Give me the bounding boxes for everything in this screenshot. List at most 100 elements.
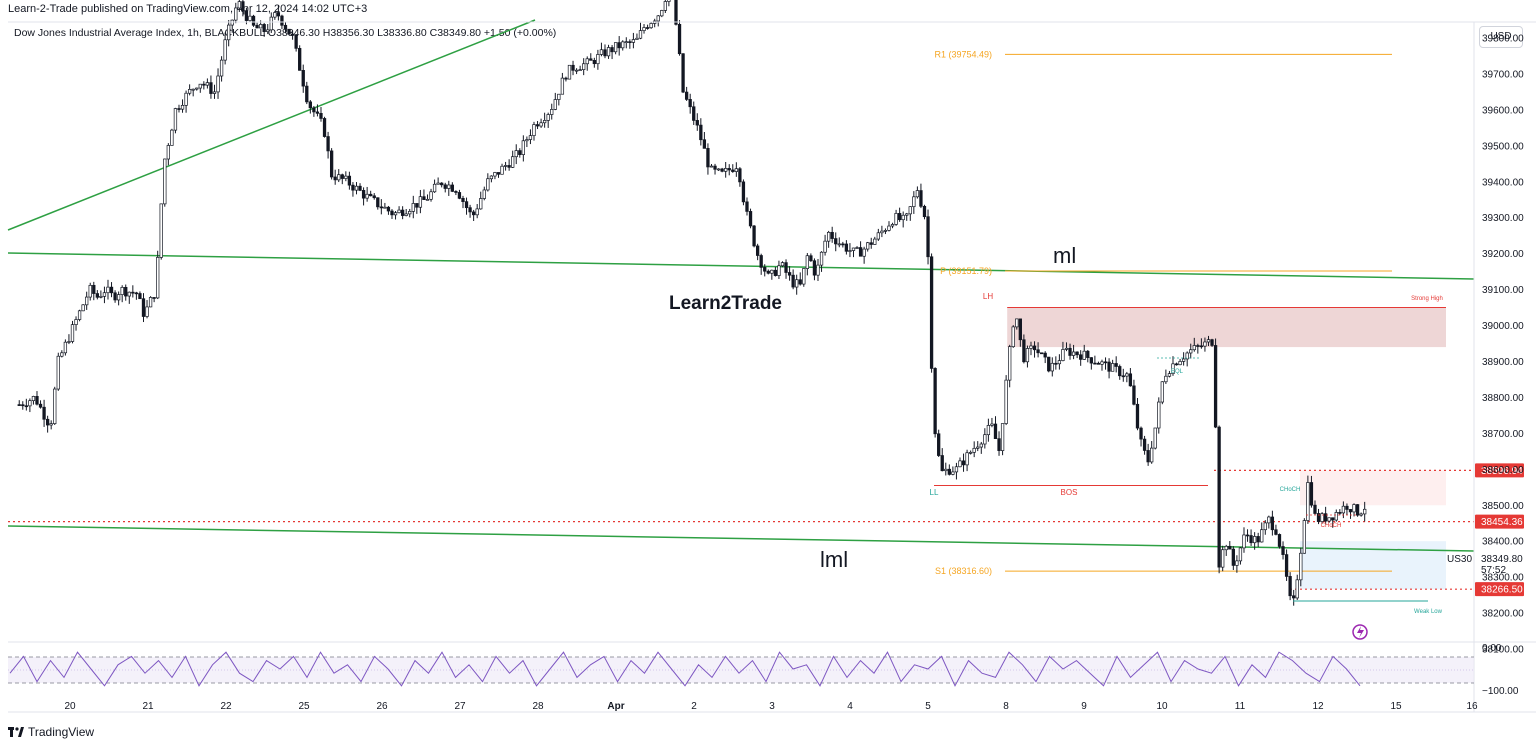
y-tick-label: 39000.00 [1482, 321, 1524, 332]
candle-body [447, 184, 451, 189]
candle-body [763, 267, 767, 272]
currency-selector[interactable]: USD [1479, 26, 1523, 48]
candle-body [876, 232, 880, 240]
candle-body [695, 120, 699, 126]
candle-body [404, 213, 408, 216]
pivot-levels: R1 (39754.49) P (39151.79) S1 (38316.60) 38… [8, 49, 1524, 597]
candle-body [1267, 516, 1271, 524]
y-tick-label: 39600.00 [1482, 105, 1524, 116]
x-tick-label: 3 [769, 701, 775, 712]
candle-body [85, 296, 89, 306]
candle-body [1008, 346, 1012, 381]
candle-body [365, 193, 369, 199]
candle-body [1185, 352, 1189, 360]
candle-body [1210, 339, 1214, 346]
candle-body [202, 83, 206, 86]
candle-body [755, 245, 760, 256]
tradingview-logo[interactable]: TradingView [8, 725, 94, 739]
candle-body [912, 196, 916, 208]
candle-body [294, 35, 298, 49]
candle-body [283, 24, 288, 30]
candle-body [141, 298, 146, 317]
candle-body [734, 168, 738, 172]
candle-body [834, 238, 838, 245]
candle-body [525, 139, 529, 142]
candle-body [450, 184, 454, 192]
candle-body [1050, 362, 1054, 372]
candle-body [287, 28, 291, 35]
candle-body [305, 85, 309, 103]
candle-body [386, 206, 391, 212]
candle-body [894, 213, 898, 225]
candle-body [322, 118, 327, 137]
candle-body [113, 292, 117, 301]
candle-body [24, 405, 28, 408]
candle-body [1004, 379, 1008, 424]
candle-body [564, 77, 568, 80]
candle-body [77, 310, 82, 320]
supply-zone-box [1007, 307, 1446, 348]
candle-body [1313, 504, 1317, 514]
candle-body [74, 319, 78, 326]
candle-body [919, 190, 923, 207]
candle-body [400, 209, 405, 216]
candle-body [944, 468, 948, 472]
candle-body [1224, 545, 1228, 551]
candle-body [329, 150, 334, 178]
candle-body [972, 447, 976, 453]
candle-body [337, 174, 341, 181]
candle-body [880, 230, 884, 234]
y-tick-label: 39300.00 [1482, 213, 1524, 224]
candle-body [209, 82, 213, 94]
candle-body [1068, 347, 1072, 356]
candle-body [1071, 351, 1076, 356]
candle-body [645, 27, 650, 29]
candle-body [262, 24, 266, 33]
price-tag-bg [1475, 463, 1524, 478]
candle-body [1150, 447, 1154, 463]
candle-body [63, 341, 68, 354]
candle-body [1107, 361, 1111, 372]
candle-body [677, 23, 682, 55]
candle-body [163, 158, 167, 205]
candle-body [535, 124, 540, 127]
axes: 39800.00 39700.00 39600.00 39500.00 39400.00… [8, 21, 1536, 713]
candle-body [312, 107, 316, 113]
x-tick-label: 28 [532, 701, 544, 712]
candle-body [901, 214, 905, 221]
candle-body [418, 196, 423, 208]
bar-countdown: 57:52 [1481, 565, 1506, 576]
candle-body [802, 268, 806, 285]
candle-body [241, 1, 245, 11]
candle-body [393, 212, 398, 216]
lh-label: LH [983, 292, 993, 301]
candle-body [1174, 363, 1179, 366]
candle-body [1079, 354, 1083, 360]
candle-body [28, 400, 32, 407]
candle-body [1036, 349, 1040, 354]
candle-body [1196, 345, 1200, 347]
candle-body [979, 443, 983, 448]
candle-body [1277, 534, 1282, 547]
candle-body [663, 1, 667, 11]
candle-body [120, 287, 124, 295]
x-tick-label: 21 [142, 701, 154, 712]
candle-body [883, 230, 888, 232]
y-tick-label: 38500.00 [1482, 501, 1524, 512]
candle-body [397, 209, 401, 214]
candle-body [518, 150, 522, 155]
candle-body [929, 256, 934, 369]
candle-body [933, 368, 937, 435]
candle-body [983, 434, 987, 445]
candle-body [631, 39, 636, 43]
candle-body [826, 231, 831, 242]
candle-body [358, 185, 362, 191]
current-price-bg [1475, 551, 1524, 576]
candle-body [173, 108, 178, 131]
candle-body [752, 225, 756, 247]
candle-body [560, 77, 565, 95]
candle-body [720, 168, 724, 172]
price-tag-text: 38266.50 [1481, 585, 1523, 596]
candle-body [1331, 517, 1335, 521]
